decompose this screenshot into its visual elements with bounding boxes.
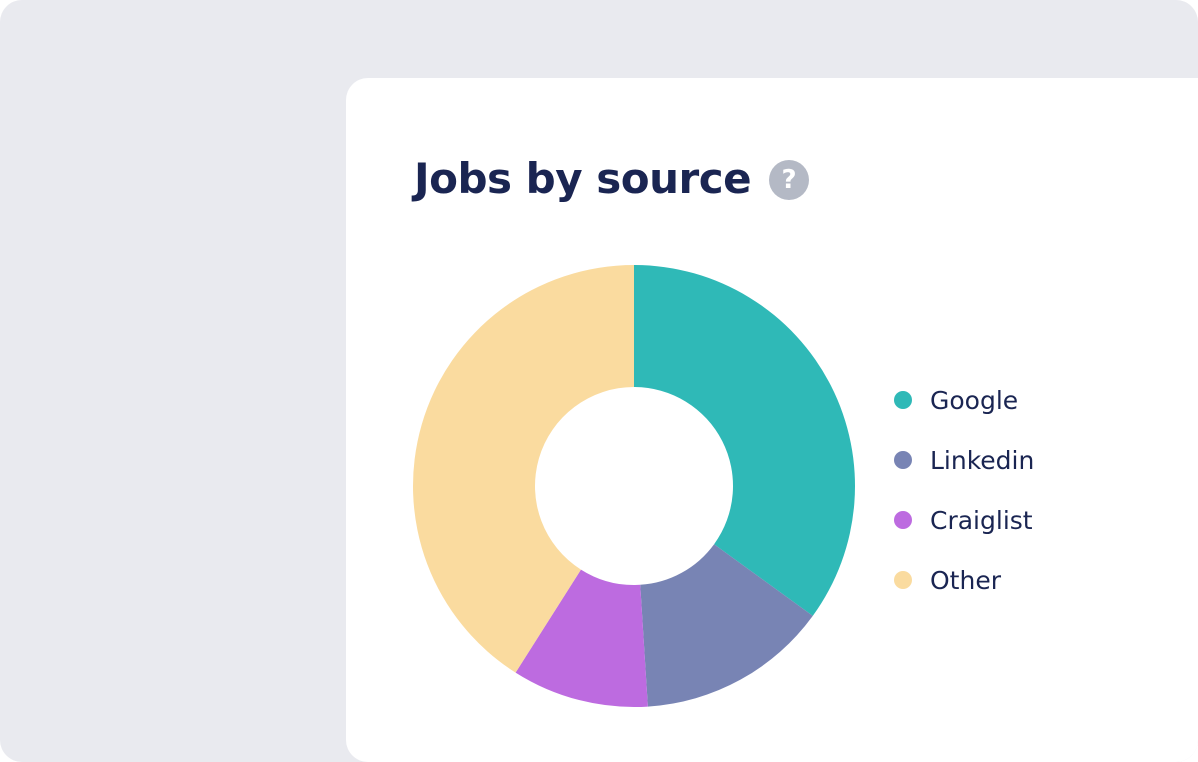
donut-chart <box>413 265 855 707</box>
legend-swatch <box>894 571 912 589</box>
legend-item-craiglist[interactable]: Craiglist <box>894 490 1034 550</box>
slice-other[interactable] <box>413 265 634 673</box>
chart-card: Jobs by source ? Google Linkedin Craiglist… <box>346 78 1198 762</box>
legend-label: Google <box>930 385 1019 415</box>
legend-item-google[interactable]: Google <box>894 370 1034 430</box>
card-header: Jobs by source ? <box>414 150 810 208</box>
slice-craiglist[interactable] <box>515 569 648 707</box>
legend-label: Linkedin <box>930 445 1035 475</box>
chart-title: Jobs by source <box>414 154 752 203</box>
legend-item-other[interactable]: Other <box>894 550 1034 610</box>
chart-legend: Google Linkedin Craiglist Other <box>894 370 1034 610</box>
legend-label: Craiglist <box>930 505 1033 535</box>
slice-google[interactable] <box>634 265 855 616</box>
legend-swatch <box>894 391 912 409</box>
legend-swatch <box>894 451 912 469</box>
legend-item-linkedin[interactable]: Linkedin <box>894 430 1034 490</box>
legend-label: Other <box>930 565 1001 595</box>
legend-swatch <box>894 511 912 529</box>
slice-linkedin[interactable] <box>640 544 813 707</box>
help-icon[interactable]: ? <box>769 160 810 200</box>
